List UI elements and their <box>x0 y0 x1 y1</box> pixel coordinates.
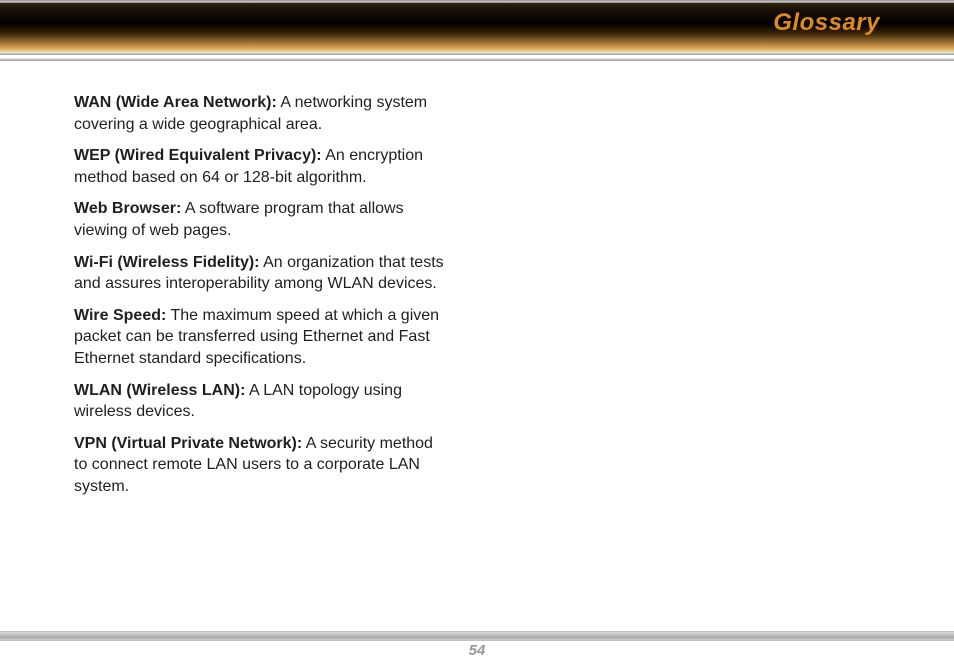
page-root: Glossary WAN (Wide Area Network): A netw… <box>0 0 954 661</box>
page-title: Glossary <box>773 9 880 37</box>
glossary-term: WEP (Wired Equivalent Privacy): <box>74 147 322 164</box>
header-top-edge <box>0 0 954 3</box>
glossary-entry: WEP (Wired Equivalent Privacy): An encry… <box>74 145 444 188</box>
glossary-term: Web Browser: <box>74 200 181 217</box>
glossary-term: WAN (Wide Area Network): <box>74 94 277 111</box>
glossary-entry: VPN (Virtual Private Network): A securit… <box>74 433 444 498</box>
glossary-column: WAN (Wide Area Network): A networking sy… <box>74 92 444 508</box>
glossary-entry: Web Browser: A software program that all… <box>74 198 444 241</box>
glossary-term: Wire Speed: <box>74 307 166 324</box>
header-rule-1 <box>0 52 954 55</box>
page-number: 54 <box>0 642 954 659</box>
footer-band <box>0 631 954 641</box>
glossary-entry: Wi-Fi (Wireless Fidelity): An organizati… <box>74 252 444 295</box>
glossary-entry: Wire Speed: The maximum speed at which a… <box>74 305 444 370</box>
glossary-term: Wi-Fi (Wireless Fidelity): <box>74 254 260 271</box>
glossary-entry: WLAN (Wireless LAN): A LAN topology usin… <box>74 380 444 423</box>
glossary-term: VPN (Virtual Private Network): <box>74 435 302 452</box>
glossary-term: WLAN (Wireless LAN): <box>74 382 245 399</box>
glossary-entry: WAN (Wide Area Network): A networking sy… <box>74 92 444 135</box>
header-rule-2 <box>0 58 954 61</box>
